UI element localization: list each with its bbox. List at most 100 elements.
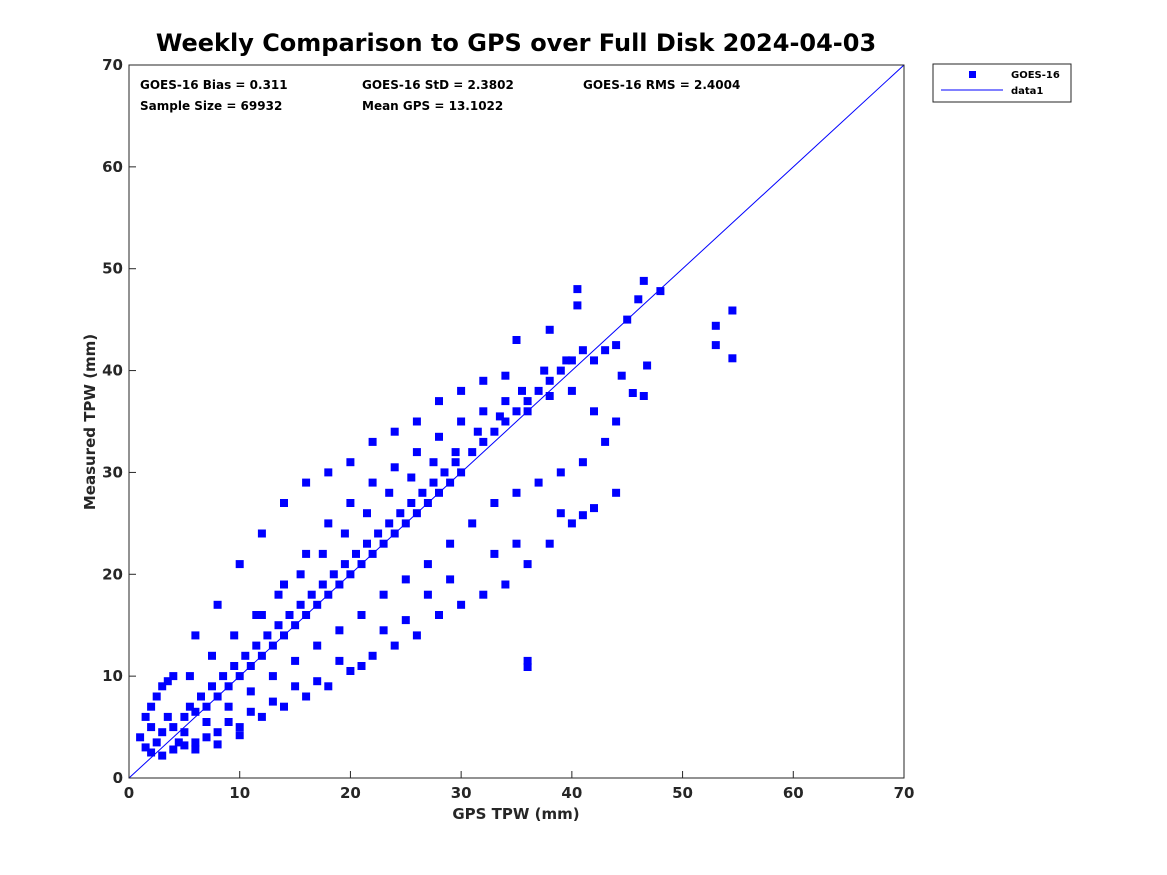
- scatter-point: [578, 458, 587, 467]
- scatter-point: [291, 682, 300, 691]
- scatter-point: [280, 580, 288, 589]
- scatter-point: [368, 437, 377, 446]
- scatter-point: [412, 417, 421, 426]
- scatter-point: [246, 707, 255, 716]
- scatter-point: [285, 611, 294, 619]
- y-axis-label: Measured TPW (mm): [81, 334, 99, 510]
- scatter-point: [418, 488, 427, 497]
- scatter-point: [423, 560, 432, 569]
- scatter-point: [147, 723, 156, 732]
- scatter-point: [191, 707, 200, 716]
- scatter-point: [252, 641, 261, 650]
- y-tick-label: 10: [102, 667, 123, 685]
- scatter-point: [180, 712, 189, 721]
- scatter-point: [390, 641, 399, 650]
- scatter-point: [490, 427, 499, 436]
- scatter-point: [268, 672, 277, 681]
- scatter-point: [545, 539, 554, 548]
- scatter-point: [457, 417, 466, 426]
- scatter-point: [152, 692, 161, 701]
- scatter-point: [307, 590, 316, 599]
- scatter-point: [407, 499, 416, 507]
- scatter-point: [435, 432, 443, 441]
- scatter-point: [280, 499, 288, 507]
- scatter-point: [601, 346, 610, 355]
- scatter-point: [174, 738, 183, 747]
- scatter-point: [429, 458, 438, 467]
- scatter-point: [357, 662, 366, 670]
- scatter-point: [141, 712, 150, 721]
- x-axis-label: GPS TPW (mm): [452, 805, 579, 823]
- scatter-point: [601, 437, 610, 446]
- scatter-point: [241, 651, 250, 660]
- scatter-point: [296, 570, 305, 579]
- scatter-point: [523, 397, 532, 406]
- scatter-point: [385, 519, 394, 528]
- scatter-point: [352, 549, 360, 558]
- scatter-point: [302, 692, 311, 701]
- plot-area: [128, 64, 905, 779]
- scatter-point: [617, 371, 626, 380]
- scatter-point: [302, 549, 311, 558]
- scatter-point: [423, 590, 432, 599]
- scatter-point: [451, 448, 460, 457]
- y-tick-label: 0: [113, 769, 123, 787]
- scatter-point: [136, 733, 145, 742]
- scatter-point: [235, 560, 244, 569]
- scatter-point: [556, 366, 565, 375]
- scatter-point: [523, 560, 532, 569]
- scatter-point: [495, 412, 504, 421]
- scatter-point: [446, 575, 455, 584]
- scatter-point: [324, 519, 333, 528]
- stat-sample-size: Sample Size = 69932: [140, 99, 282, 113]
- legend-label-data1: data1: [1011, 86, 1043, 97]
- y-tick-label: 60: [102, 158, 123, 176]
- scatter-point: [578, 346, 587, 355]
- scatter-point: [191, 631, 200, 640]
- scatter-point: [246, 687, 255, 696]
- scatter-point: [490, 549, 499, 558]
- scatter-point: [224, 702, 233, 711]
- x-tick-label: 30: [451, 784, 472, 802]
- scatter-point: [501, 397, 510, 406]
- scatter-point: [401, 616, 410, 625]
- scatter-point: [169, 745, 178, 754]
- one-to-one-line: [128, 64, 905, 779]
- scatter-point: [363, 539, 371, 548]
- scatter-point: [208, 682, 216, 691]
- scatter-point: [141, 743, 150, 752]
- scatter-point: [363, 509, 371, 518]
- y-tick-label: 20: [102, 565, 123, 583]
- scatter-point: [385, 488, 394, 497]
- scatter-point: [728, 306, 737, 315]
- scatter-point: [346, 667, 355, 675]
- scatter-point: [163, 677, 172, 686]
- scatter-point: [512, 539, 521, 548]
- scatter-point: [357, 611, 366, 619]
- scatter-point: [257, 529, 266, 538]
- scatter-point: [457, 600, 466, 609]
- legend-box: [932, 63, 1072, 103]
- scatter-point: [590, 407, 598, 416]
- scatter-point: [252, 611, 261, 619]
- scatter-point: [457, 386, 466, 395]
- scatter-point: [518, 386, 526, 395]
- y-tick-label: 30: [102, 463, 123, 481]
- scatter-point: [291, 656, 300, 665]
- scatter-point: [567, 356, 576, 365]
- scatter-point: [147, 748, 156, 757]
- scatter-point: [340, 529, 349, 538]
- scatter-point: [523, 663, 532, 671]
- scatter-point: [407, 473, 416, 482]
- scatter-point: [379, 590, 388, 599]
- x-tick-label: 10: [229, 784, 250, 802]
- scatter-point: [711, 341, 720, 350]
- scatter-point: [590, 356, 598, 365]
- scatter-point: [158, 751, 167, 760]
- scatter-point: [578, 511, 587, 520]
- scatter-point: [197, 692, 205, 701]
- scatter-point: [612, 417, 621, 426]
- y-tick-label: 40: [102, 362, 123, 380]
- scatter-point: [257, 712, 266, 721]
- scatter-point: [169, 723, 178, 732]
